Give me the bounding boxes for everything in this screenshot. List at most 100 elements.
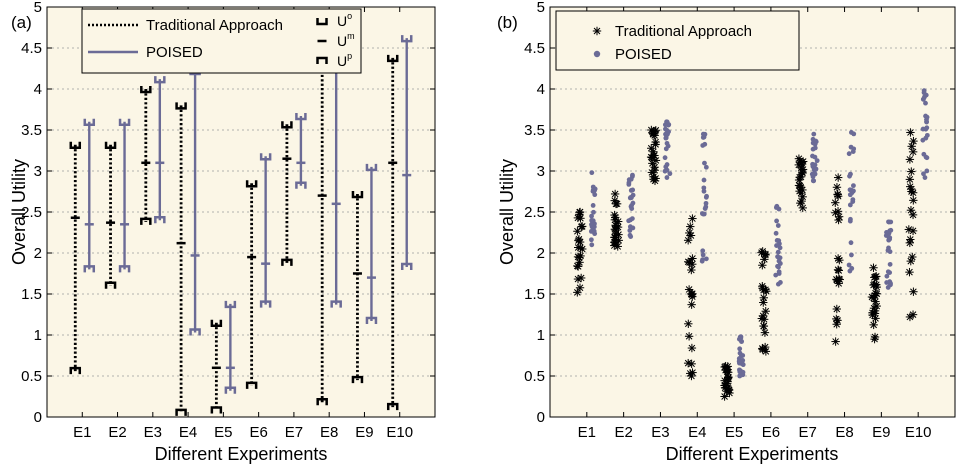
traditional-point [610, 238, 619, 247]
traditional-point-stroke [872, 281, 880, 289]
poised-point [920, 126, 926, 132]
poised-point [736, 336, 742, 342]
traditional-point [832, 314, 841, 324]
poised-point [738, 372, 744, 378]
up-marker [330, 300, 342, 308]
traditional-point-stroke [575, 235, 583, 243]
traditional-point [909, 196, 918, 205]
traditional-point [573, 213, 583, 223]
range-bars-a [69, 35, 413, 416]
poised-point [702, 141, 708, 147]
traditional-point-stroke [799, 204, 807, 212]
traditional-point-stroke [796, 182, 804, 190]
up-marker [351, 375, 364, 384]
traditional-point-stroke [647, 144, 655, 152]
uo-marker [104, 141, 117, 150]
legend-box-b [555, 10, 800, 71]
poised-point [773, 205, 779, 210]
traditional-point [574, 235, 584, 244]
poised-point [888, 281, 893, 286]
traditional-point-stroke [577, 274, 585, 282]
up-marker [118, 265, 131, 273]
traditional-point [573, 262, 583, 271]
poised-point [850, 199, 856, 204]
traditional-point-stroke [834, 207, 842, 215]
traditional-point-stroke [611, 216, 619, 224]
y-tick-label-b: 2 [537, 245, 545, 262]
traditional-point [573, 288, 582, 297]
traditional-point [832, 275, 841, 284]
y-tick-label-b: 0 [537, 409, 545, 426]
traditional-point [649, 175, 658, 184]
poised-point [810, 174, 816, 180]
panel-label-b: (b) [497, 13, 518, 32]
traditional-point [611, 233, 620, 242]
poised-point [849, 252, 854, 258]
traditional-point [872, 280, 881, 289]
up-marker [365, 316, 378, 325]
legend-marker-poised-b [593, 50, 601, 58]
poised-point [737, 350, 743, 356]
traditional-point [908, 310, 918, 319]
traditional-point-stroke [910, 288, 917, 296]
y-tick-label-a: 2.5 [21, 204, 42, 221]
traditional-point [688, 214, 697, 223]
traditional-point-stroke [872, 289, 879, 297]
traditional-point-stroke [798, 197, 805, 205]
y-axis-label-a: Overall Utility [9, 159, 29, 265]
y-tick-label-b: 3 [537, 163, 545, 180]
traditional-point [831, 198, 840, 207]
poised-point [589, 218, 595, 223]
poised-point [851, 131, 857, 137]
traditional-point-stroke [574, 227, 581, 235]
poised-point [851, 146, 857, 152]
x-tick-label-a: E10 [386, 424, 413, 441]
up-marker [140, 217, 152, 225]
poised-point [851, 183, 856, 189]
legend-um-label: Um [337, 31, 355, 49]
traditional-point [908, 188, 918, 197]
traditional-point-stroke [834, 266, 842, 274]
poised-point [588, 237, 594, 243]
traditional-point-stroke [832, 338, 839, 345]
traditional-point [905, 182, 915, 191]
traditional-point [687, 300, 696, 309]
uo-marker [224, 300, 237, 309]
poised-point [924, 132, 930, 138]
poised-point [588, 228, 594, 234]
y-ticks-b: 0 0.5 1 1.5 2 2.5 3 3.5 4 4.5 5 [524, 0, 955, 426]
traditional-point-stroke [870, 321, 877, 329]
traditional-point-stroke [688, 344, 696, 352]
poised-point [628, 176, 634, 182]
poised-point [589, 213, 594, 219]
traditional-point [867, 292, 877, 302]
traditional-point [908, 226, 918, 236]
traditional-point-stroke [906, 236, 914, 243]
poised-point [923, 113, 928, 119]
poised-point [885, 269, 891, 275]
x-tick-label-a: E1 [73, 424, 91, 441]
poised-point [922, 175, 928, 180]
traditional-point [906, 235, 915, 244]
uo-marker [69, 141, 82, 150]
traditional-point-stroke [797, 183, 805, 191]
plot-area-b [549, 6, 956, 418]
traditional-point-stroke [651, 163, 658, 171]
traditional-point [688, 368, 697, 377]
legend-label-traditional: Traditional Approach [146, 17, 283, 34]
traditional-point-stroke [688, 301, 695, 308]
traditional-point [797, 158, 806, 167]
x-tick-label-a: E2 [108, 424, 126, 441]
traditional-point [908, 252, 917, 262]
y-tick-label-b: 3.5 [524, 122, 545, 139]
traditional-point-stroke [909, 227, 917, 235]
traditional-point-stroke [907, 168, 915, 175]
x-tick-label-b: E5 [725, 424, 743, 441]
poised-point [924, 155, 930, 161]
traditional-point-stroke [759, 346, 767, 353]
traditional-point [685, 258, 694, 267]
y-tick-label-b: 4 [537, 81, 545, 98]
poised-point [884, 230, 889, 235]
poised-point [886, 245, 891, 251]
y-ticks-a: 0 0.5 1 1.5 2 2.5 3 3.5 4 4.5 5 [21, 0, 435, 426]
